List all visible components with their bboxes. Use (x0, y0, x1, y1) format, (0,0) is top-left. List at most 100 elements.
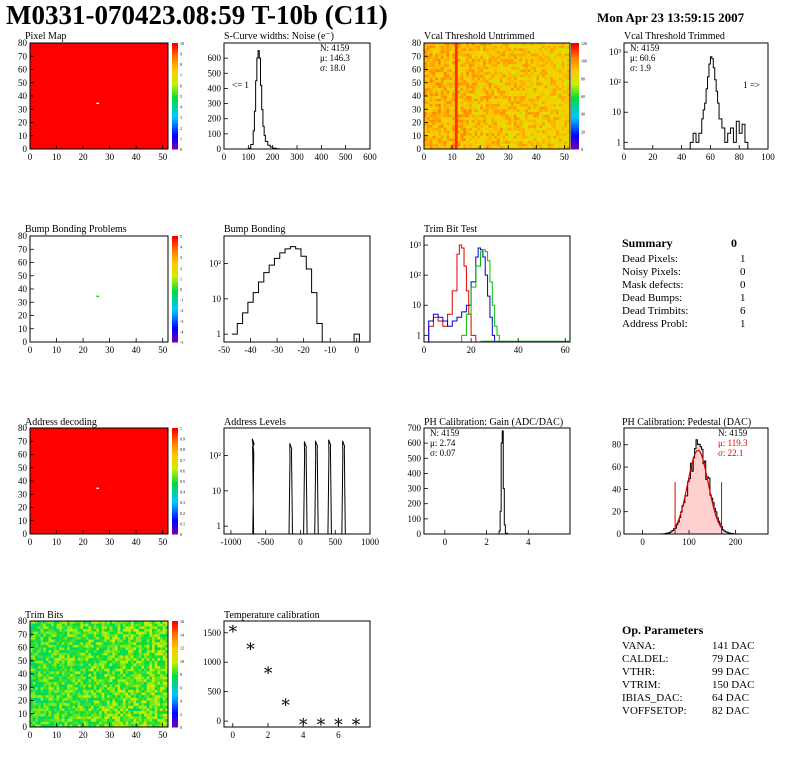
heatmap-cell (555, 74, 560, 78)
heatmap-cell (114, 639, 118, 643)
heatmap-cell (69, 695, 73, 699)
heatmap-cell (508, 98, 512, 102)
heatmap-cell (454, 98, 458, 102)
heatmap-cell (547, 50, 551, 54)
heatmap-cell (77, 658, 81, 662)
heatmap-cell (511, 88, 515, 91)
heatmap-cell (120, 650, 124, 654)
colorbar-cell (571, 53, 579, 57)
heatmap-cell (85, 652, 89, 656)
heatmap-cell (88, 679, 92, 683)
colorbar-tick-label: 0.4 (180, 490, 185, 495)
colorbar-cell (172, 109, 178, 113)
heatmap-cell (114, 660, 118, 664)
heatmap-cell (440, 85, 444, 89)
heatmap-cell (555, 80, 560, 84)
heatmap-cell (141, 676, 145, 680)
heatmap-cell (72, 628, 76, 632)
heatmap-cell (466, 146, 470, 150)
colorbar-cell (172, 85, 178, 89)
heatmap-cell (480, 93, 484, 97)
heatmap-cell (488, 98, 492, 102)
heatmap-cell (72, 660, 76, 664)
x-tick-label: 20 (79, 730, 89, 740)
x-tick-label: 30 (105, 345, 115, 355)
heatmap-cell (567, 56, 571, 60)
heatmap-cell (104, 713, 108, 717)
heatmap-cell (144, 679, 148, 683)
heatmap-cell (530, 138, 534, 142)
heatmap-cell (477, 122, 481, 126)
heatmap-cell (471, 45, 475, 49)
heatmap-cell (429, 130, 433, 134)
heatmap-cell (56, 628, 60, 632)
heatmap-cell (432, 143, 436, 147)
heatmap-cell (99, 687, 102, 691)
heatmap-cell (144, 719, 148, 722)
heatmap-cell (564, 106, 568, 110)
heatmap-cell (48, 666, 52, 669)
heatmap-cell (125, 676, 129, 680)
heatmap-cell (513, 130, 517, 134)
heatmap-cell (152, 668, 156, 672)
heatmap-cell (45, 700, 49, 704)
heatmap-cell (75, 689, 79, 693)
heatmap-cell (77, 684, 81, 688)
heatmap-cell (491, 77, 495, 81)
heatmap-cell (457, 72, 461, 76)
heatmap-cell (120, 716, 124, 720)
heatmap-cell (452, 119, 456, 123)
heatmap-cell (61, 650, 65, 654)
heatmap-cell (32, 631, 36, 635)
heatmap-cell (109, 711, 113, 715)
heatmap-cell (525, 56, 529, 60)
heatmap-cell (122, 689, 126, 693)
heatmap-cell (59, 663, 63, 667)
heatmap-cell (77, 695, 81, 699)
heatmap-cell (30, 636, 33, 640)
heatmap-cell (488, 93, 492, 97)
heatmap-cell (99, 705, 102, 709)
heatmap-cell (96, 697, 100, 701)
heatmap-cell (516, 48, 520, 52)
heatmap-cell (51, 631, 55, 635)
heatmap-cell (555, 141, 560, 144)
heatmap-cell (72, 689, 76, 693)
y-tick-label: 20 (18, 503, 28, 513)
heatmap-cell (40, 711, 44, 715)
heatmap-cell (468, 61, 473, 65)
heatmap-cell (96, 628, 100, 632)
heatmap-cell (550, 93, 554, 97)
heatmap-cell (482, 72, 487, 76)
heatmap-cell (485, 82, 489, 86)
heatmap-cell (477, 74, 481, 78)
heatmap-cell (96, 658, 100, 662)
heatmap-cell (157, 626, 161, 630)
heatmap-cell (452, 141, 456, 144)
heatmap-cell (128, 623, 132, 627)
heatmap-cell (149, 628, 153, 632)
heatmap-cell (446, 58, 450, 62)
heatmap-cell (117, 650, 121, 654)
heatmap-cell (527, 130, 531, 134)
heatmap-cell (474, 138, 478, 142)
heatmap-cell (45, 647, 49, 651)
heatmap-cell (125, 647, 129, 651)
heatmap-cell (449, 106, 453, 110)
heatmap-cell (75, 623, 79, 627)
heatmap-cell (85, 636, 89, 640)
heatmap-cell (541, 101, 546, 105)
heatmap-cell (449, 43, 453, 46)
heatmap-cell (519, 64, 523, 68)
heatmap-cell (69, 650, 73, 654)
heatmap-cell (80, 684, 84, 688)
heatmap-cell (438, 45, 442, 49)
heatmap-cell (567, 74, 571, 78)
heatmap-cell (539, 138, 543, 142)
heatmap-cell (513, 66, 517, 70)
heatmap-cell (133, 697, 137, 701)
heatmap-cell (120, 679, 124, 683)
heatmap-cell (45, 658, 49, 662)
colorbar-cell (172, 72, 178, 76)
heatmap-cell (61, 628, 65, 632)
